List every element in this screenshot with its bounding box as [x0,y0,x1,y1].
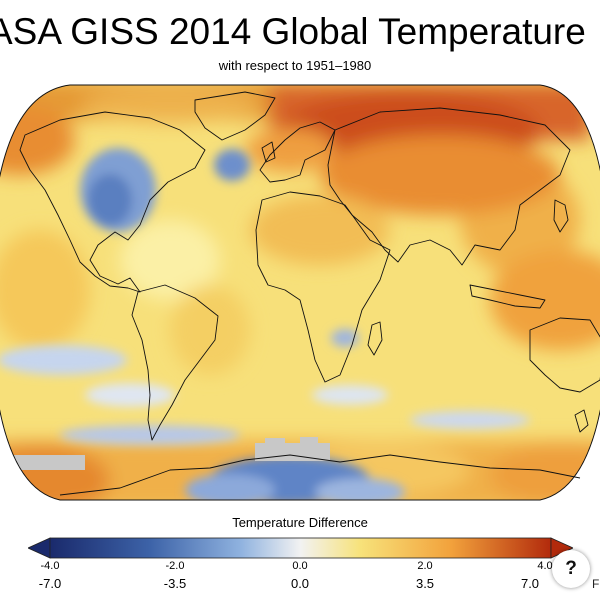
europe-outline [259,121,336,183]
australia-outline [529,317,600,393]
indonesia-outline [469,284,546,309]
celsius-tick: 0.0 [292,560,308,572]
africa-outline [255,191,391,383]
south-america-outline [131,284,219,441]
celsius-tick: 2.0 [417,560,433,572]
globe-border [0,84,600,501]
celsius-tick: -2.0 [165,560,185,572]
temperature-colorbar [28,537,573,559]
fahrenheit-tick: -3.5 [163,576,187,591]
japan-outline [553,199,569,233]
asia-outline [327,107,571,266]
fahrenheit-unit-label: F [592,577,600,591]
celsius-tick: -4.0 [40,560,60,572]
world-temperature-map [0,84,600,501]
fahrenheit-tick: 7.0 [520,576,540,591]
celsius-tick: 4.0 [537,560,553,572]
greenland-outline [194,91,276,141]
british-isles-outline [261,141,276,163]
fahrenheit-tick: -7.0 [38,576,62,591]
antarctica-outline [59,454,581,496]
help-button[interactable]: ? [552,550,590,588]
map-subtitle: with respect to 1951–1980 [218,58,372,73]
madagascar-outline [367,321,383,356]
fahrenheit-tick: 0.0 [290,576,310,591]
north-america-outline [19,111,206,293]
colorbar-gradient [49,537,552,559]
fahrenheit-tick: 3.5 [415,576,435,591]
question-mark-icon: ? [565,558,577,579]
new-zealand-outline [574,409,589,433]
legend-title: Temperature Difference [232,515,368,530]
colorbar-low-arrow [28,537,51,559]
map-title: ASA GISS 2014 Global Temperature [0,11,586,52]
